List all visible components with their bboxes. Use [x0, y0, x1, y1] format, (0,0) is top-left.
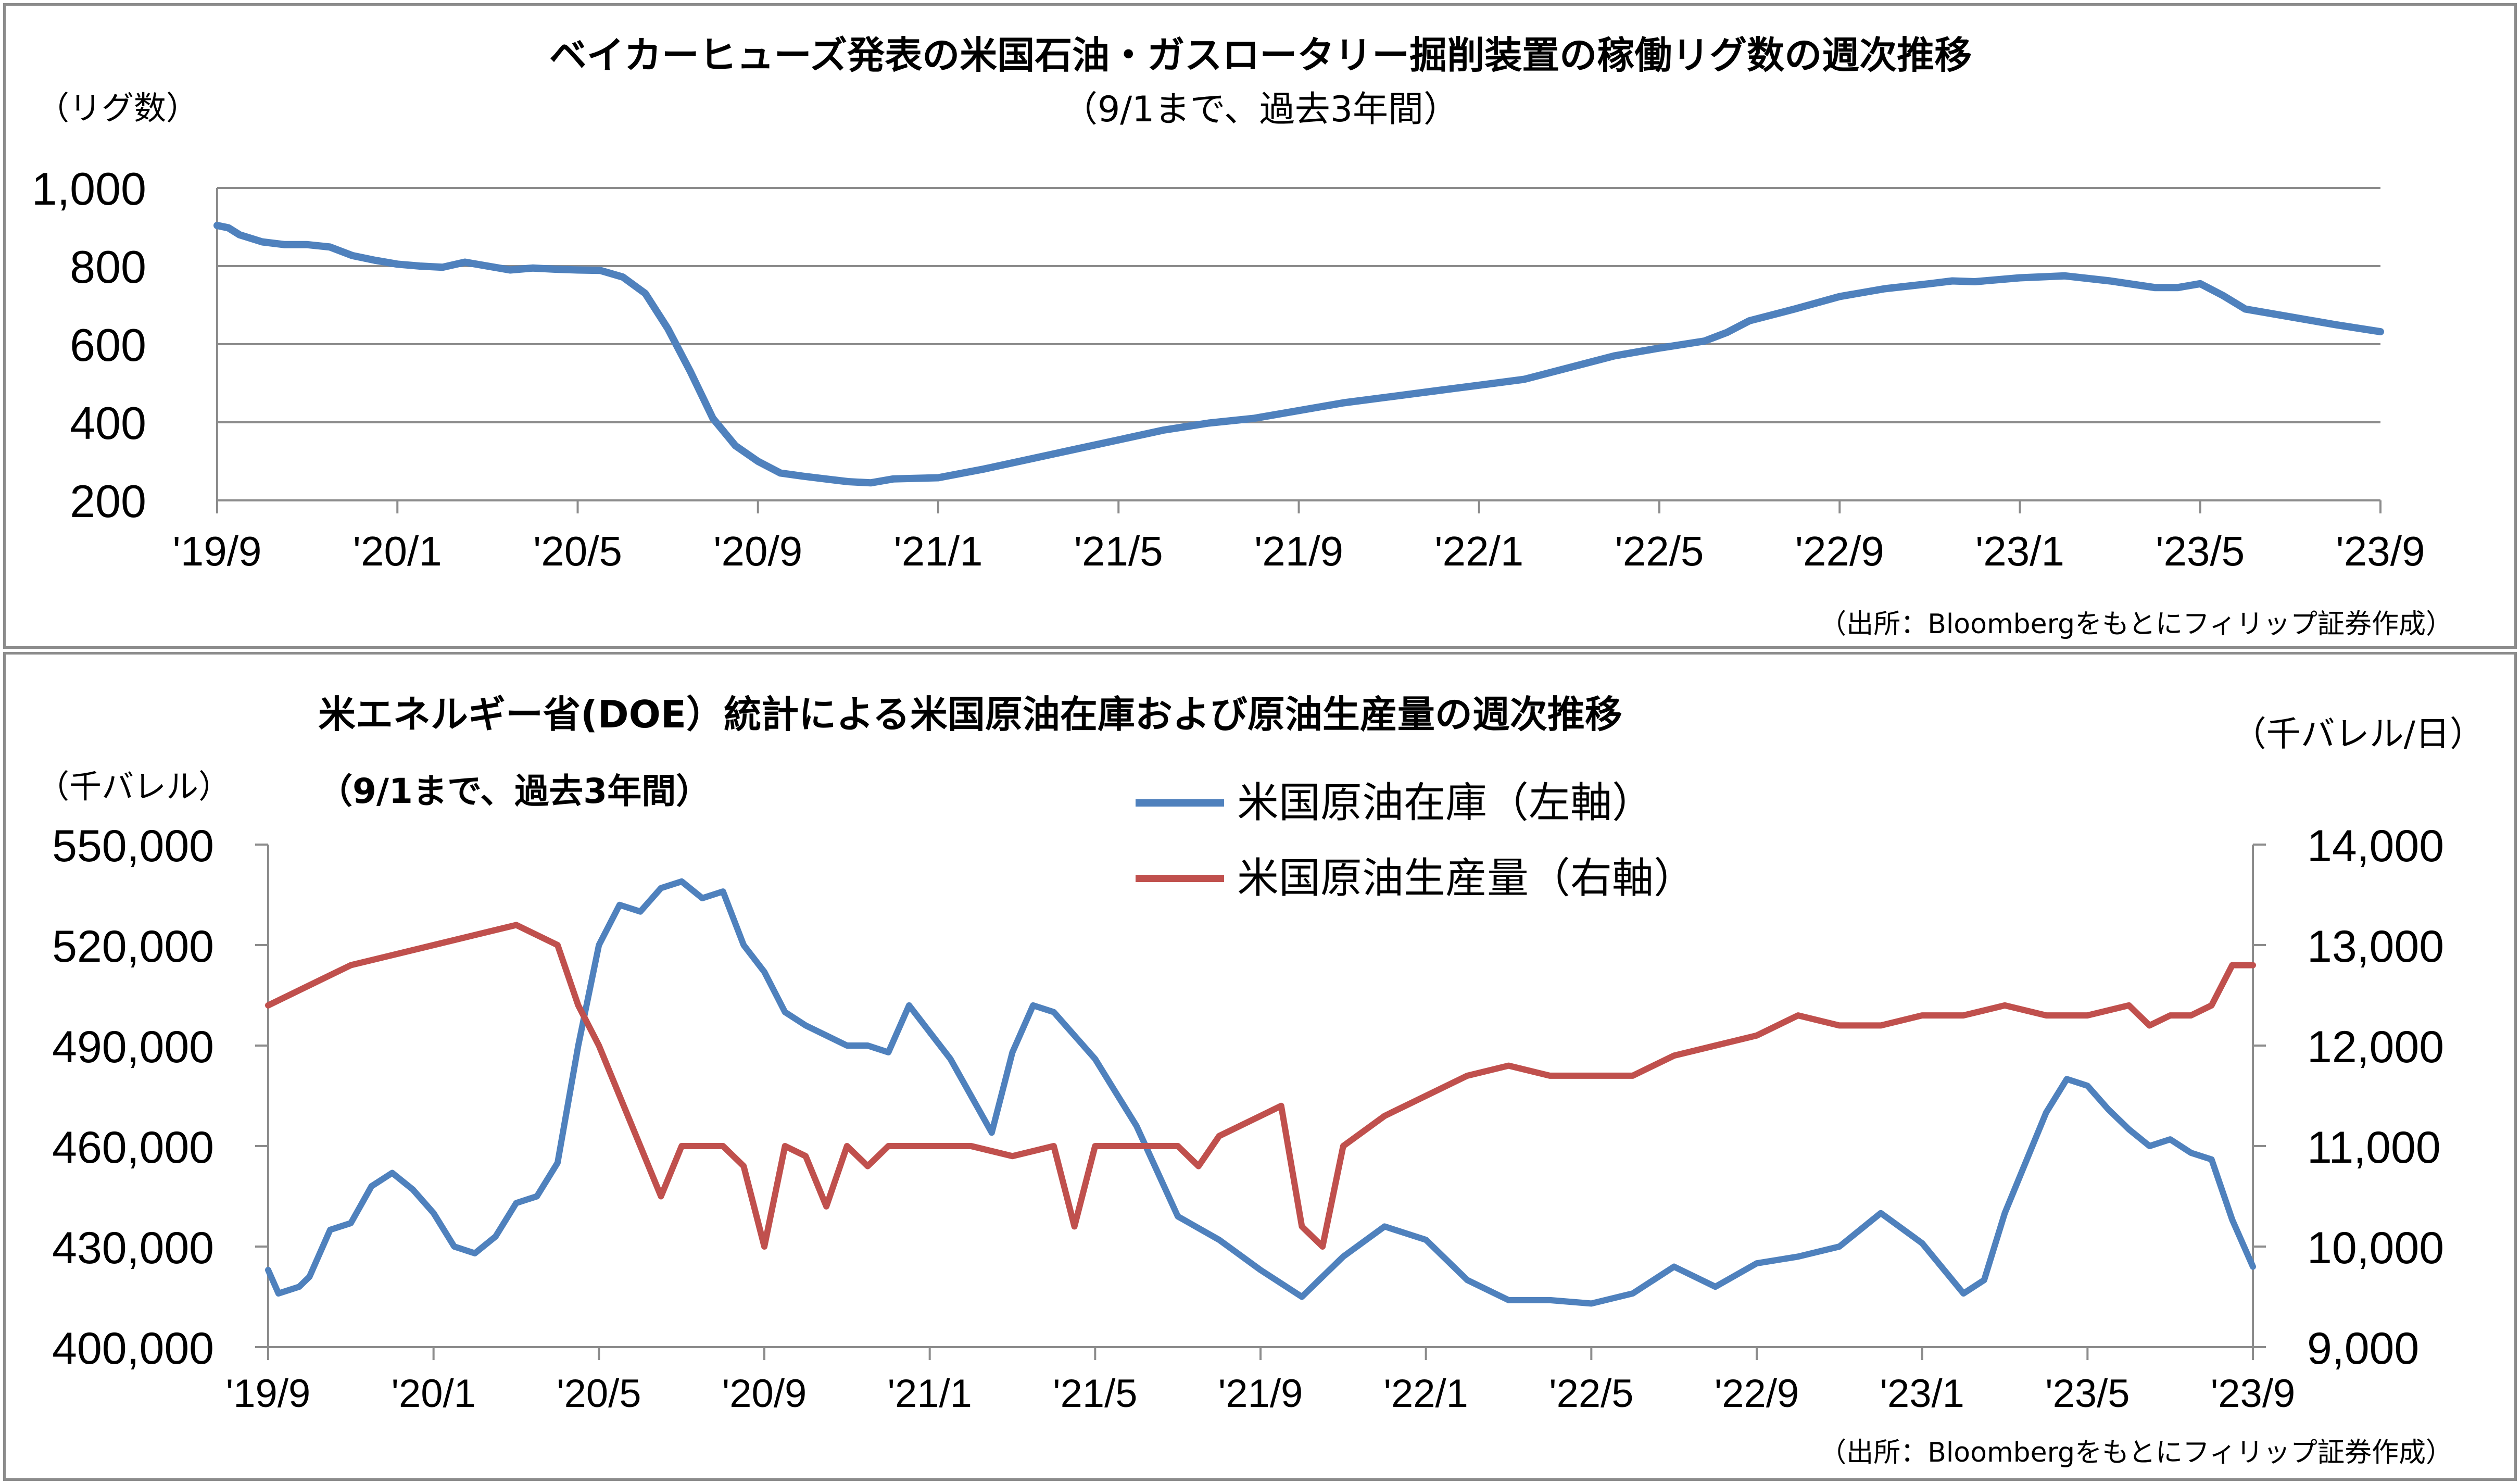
chart2-x-tick-label: '21/9 — [1218, 1372, 1303, 1416]
crude-inventory-production-chart: 米エネルギー省(DOE）統計による米国原油在庫および原油生産量の週次推移 （9/1… — [37, 693, 2484, 1468]
chart2-left-axis-label: （千バレル） — [37, 768, 231, 806]
chart1-x-tick-label: '23/1 — [1975, 528, 2064, 574]
chart1-x-tick-label: '22/5 — [1615, 528, 1704, 574]
chart1-x-tick-label: '20/5 — [533, 528, 622, 574]
chart1-y-tick-label: 800 — [70, 241, 146, 293]
chart2-x-tick-label: '20/9 — [722, 1372, 807, 1416]
chart2-x-tick-label: '22/5 — [1549, 1372, 1633, 1416]
chart2-x-tick-label: '19/9 — [226, 1372, 310, 1416]
chart2-left-tick-label: 460,000 — [52, 1123, 214, 1173]
chart1-x-tick-label: '20/9 — [713, 528, 802, 574]
chart1-x-tick-label: '22/9 — [1795, 528, 1884, 574]
chart1-y-tick-label: 200 — [70, 475, 146, 527]
chart2-x-tick-label: '21/1 — [887, 1372, 972, 1416]
chart2-x-tick-label: '22/9 — [1715, 1372, 1799, 1416]
chart1-y-axis-label: （リグ数） — [37, 89, 198, 127]
chart2-x-tick-label: '23/9 — [2211, 1372, 2295, 1416]
chart1-x-tick-label: '23/9 — [2336, 528, 2425, 574]
chart1-subtitle: （9/1まで、過去3年間） — [1062, 89, 1459, 130]
rig-count-chart: ベイカーヒューズ発表の米国石油・ガスロータリー掘削装置の稼働リグ数の週次推移 （9… — [32, 33, 2453, 640]
legend-production-label: 米国原油生産量（右軸） — [1237, 854, 1695, 902]
chart1-x-tick-label: '19/9 — [173, 528, 262, 574]
chart2-x-tick-label: '23/5 — [2045, 1372, 2130, 1416]
chart1-x-tick-label: '21/1 — [894, 528, 983, 574]
chart2-x-tick-label: '21/5 — [1053, 1372, 1137, 1416]
rig-count-chart-panel: ベイカーヒューズ発表の米国石油・ガスロータリー掘削装置の稼働リグ数の週次推移 （9… — [3, 3, 2517, 649]
chart2-x-tick-label: '20/1 — [391, 1372, 475, 1416]
legend-inventory-label: 米国原油在庫（左軸） — [1237, 778, 1654, 827]
chart1-x-tick-label: '21/9 — [1254, 528, 1343, 574]
chart2-x-tick-label: '23/1 — [1880, 1372, 1964, 1416]
chart2-left-tick-label: 430,000 — [52, 1223, 214, 1273]
chart1-x-tick-label: '23/5 — [2156, 528, 2245, 574]
chart1-y-tick-label: 400 — [70, 397, 146, 449]
chart2-right-tick-label: 11,000 — [2307, 1123, 2441, 1173]
chart1-title: ベイカーヒューズ発表の米国石油・ガスロータリー掘削装置の稼働リグ数の週次推移 — [549, 33, 1972, 77]
chart2-right-tick-label: 10,000 — [2307, 1223, 2444, 1273]
chart1-x-tick-label: '20/1 — [353, 528, 442, 574]
chart1-x-tick-label: '21/5 — [1074, 528, 1163, 574]
chart2-x-tick-label: '22/1 — [1383, 1372, 1468, 1416]
chart2-production-line — [265, 922, 2256, 1250]
chart2-left-tick-label: 520,000 — [52, 922, 214, 972]
chart2-left-tick-label: 550,000 — [52, 821, 214, 871]
chart2-subtitle: （9/1まで、過去3年間） — [318, 771, 710, 811]
chart2-left-tick-label: 490,000 — [52, 1022, 214, 1072]
chart1-source-note: （出所：Bloombergをもとにフィリップ証券作成） — [1819, 609, 2453, 640]
chart2-right-axis-label: （千バレル/日） — [2232, 714, 2484, 754]
chart1-series-line — [213, 222, 2384, 487]
crude-inventory-production-chart-panel: 米エネルギー省(DOE）統計による米国原油在庫および原油生産量の週次推移 （9/1… — [3, 652, 2517, 1481]
chart1-x-tick-label: '22/1 — [1434, 528, 1523, 574]
chart2-right-tick-label: 14,000 — [2307, 821, 2444, 871]
chart2-x-tick-label: '20/5 — [557, 1372, 641, 1416]
chart2-inventory-line — [265, 878, 2256, 1307]
chart2-right-tick-label: 9,000 — [2307, 1324, 2419, 1374]
chart2-right-tick-label: 13,000 — [2307, 922, 2444, 972]
chart2-title: 米エネルギー省(DOE）統計による米国原油在庫および原油生産量の週次推移 — [318, 693, 1622, 736]
chart2-left-tick-label: 400,000 — [52, 1324, 214, 1374]
chart1-y-tick-label: 1,000 — [32, 163, 146, 215]
chart2-source-note: （出所：Bloombergをもとにフィリップ証券作成） — [1819, 1437, 2453, 1468]
chart2-right-tick-label: 12,000 — [2307, 1022, 2444, 1072]
chart1-y-tick-label: 600 — [70, 319, 146, 371]
